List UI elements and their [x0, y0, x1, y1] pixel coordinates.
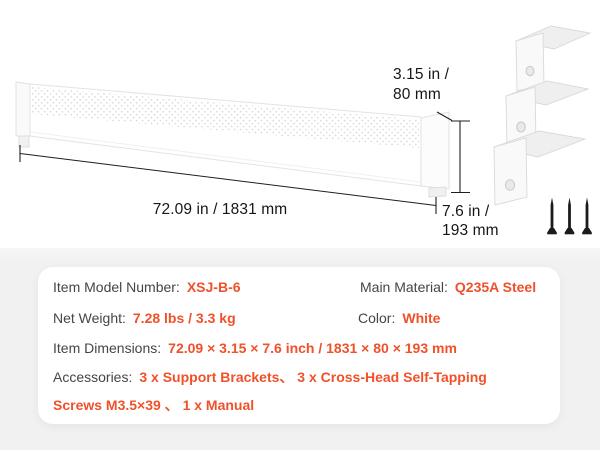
spec-label: Color:	[358, 310, 396, 326]
spec-value: 72.09 × 3.15 × 7.6 inch / 1831 × 80 × 19…	[168, 340, 457, 356]
support-bracket-illustration	[492, 130, 587, 206]
screw-illustration	[547, 197, 592, 235]
spec-value: 7.28 lbs / 3.3 kg	[132, 310, 236, 326]
spec-value: XSJ-B-6	[186, 279, 241, 295]
height-dimension-label: 7.6 in / 193 mm	[442, 202, 499, 240]
spec-value: 3 x Support Brackets、 3 x Cross-Head Sel…	[139, 369, 487, 385]
spec-value: Q235A Steel	[454, 279, 537, 295]
dimension-lines	[19, 111, 470, 214]
spec-row-material: Main Material: Q235A Steel	[360, 279, 536, 295]
spec-label: Item Model Number:	[53, 279, 180, 295]
depth-dimension-line2: 80 mm	[393, 86, 441, 103]
spec-row-accessories-continued: Screws M3.5×39 、 1 x Manual	[53, 395, 254, 415]
height-dimension-line1: 7.6 in /	[442, 203, 490, 220]
spec-row-model: Item Model Number: XSJ-B-6	[53, 279, 241, 295]
heater-cover-illustration	[15, 81, 450, 198]
spec-label: Main Material:	[360, 279, 448, 295]
support-bracket-illustration	[514, 25, 592, 92]
spec-row-dimensions: Item Dimensions: 72.09 × 3.15 × 7.6 inch …	[53, 340, 457, 356]
spec-value: White	[402, 310, 441, 326]
spec-label: Net Weight:	[53, 310, 126, 326]
spec-value: Screws M3.5×39 、 1 x Manual	[53, 397, 255, 413]
depth-dimension-line1: 3.15 in /	[393, 66, 450, 83]
height-dimension-line2: 193 mm	[442, 222, 499, 239]
length-dimension-label: 72.09 in / 1831 mm	[152, 201, 288, 218]
spec-label: Item Dimensions:	[53, 340, 162, 356]
spec-label: Accessories:	[53, 369, 133, 385]
depth-dimension-label: 3.15 in / 80 mm	[393, 65, 449, 105]
support-bracket-illustration	[504, 80, 590, 149]
spec-row-weight: Net Weight: 7.28 lbs / 3.3 kg	[53, 310, 236, 326]
spec-row-color: Color: White	[358, 310, 440, 326]
spec-row-accessories: Accessories: 3 x Support Brackets、 3 x Cr…	[53, 367, 487, 387]
product-diagram-art	[15, 25, 592, 235]
spec-card: Item Model Number: XSJ-B-6 Main Material:…	[38, 267, 560, 424]
